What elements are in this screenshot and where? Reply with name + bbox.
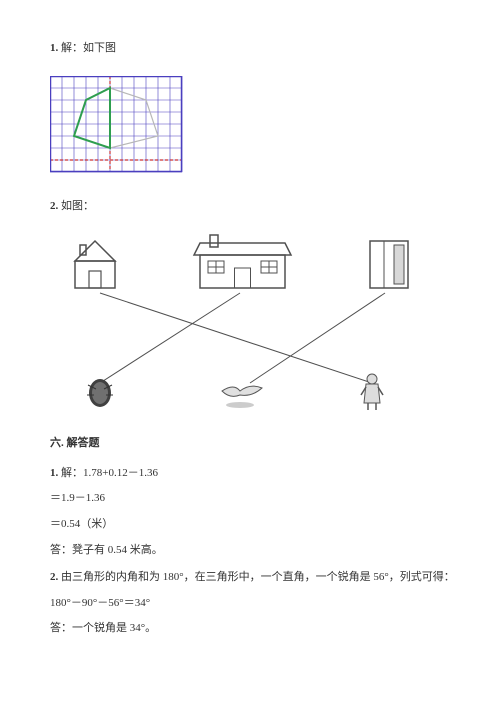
q1-figure: [50, 76, 455, 180]
q2-figure: [50, 233, 455, 413]
q2-text: 如图：: [61, 200, 94, 212]
q2-block: 2. 如图：: [50, 198, 455, 216]
p2-l3: 答：一个锐角是 34°。: [50, 620, 455, 638]
p1-line1: 1. 解：1.78+0.12－1.36: [50, 465, 455, 483]
p1-l1: 解：1.78+0.12－1.36: [61, 467, 158, 479]
grid-svg: [50, 76, 190, 180]
p2-l1: 由三角形的内角和为 180°，在三角形中，一个直角，一个锐角是 56°，列式可得…: [61, 571, 455, 583]
q1-text: 解：如下图: [61, 42, 116, 54]
q1-number: 1.: [50, 42, 58, 54]
houses-svg: [50, 233, 440, 413]
section6-title: 六. 解答题: [50, 435, 455, 453]
p1-number: 1.: [50, 467, 58, 479]
p1-l4: 答：凳子有 0.54 米高。: [50, 542, 455, 560]
q1-block: 1. 解：如下图: [50, 40, 455, 58]
p2-number: 2.: [50, 571, 58, 583]
p2-line1: 2. 由三角形的内角和为 180°，在三角形中，一个直角，一个锐角是 56°，列…: [50, 569, 455, 587]
p1-l2: ＝1.9－1.36: [50, 490, 455, 508]
p1-l3: ＝0.54（米）: [50, 516, 455, 534]
p2-l2: 180°－90°－56°＝34°: [50, 595, 455, 613]
q2-number: 2.: [50, 200, 58, 212]
